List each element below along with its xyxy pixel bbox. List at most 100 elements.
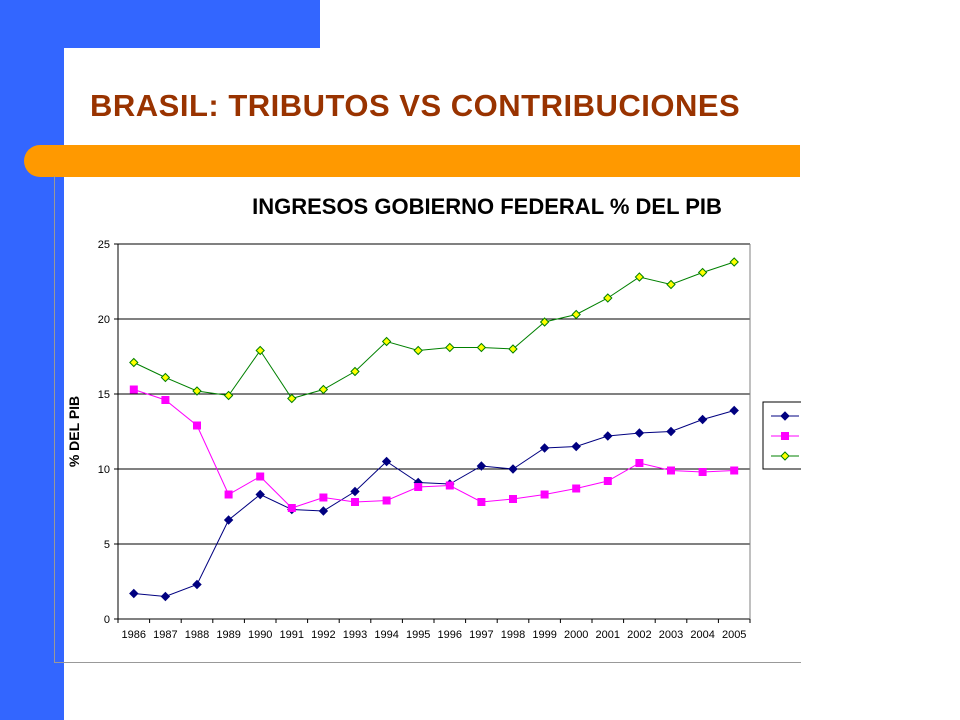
data-point — [571, 309, 581, 320]
data-point — [603, 293, 613, 303]
data-point — [445, 481, 454, 490]
data-point — [223, 515, 234, 525]
top-blue-band — [0, 0, 320, 48]
data-point — [224, 490, 233, 499]
x-tick-label: 1998 — [501, 629, 525, 641]
data-point — [256, 472, 265, 481]
data-point — [319, 493, 328, 502]
x-tick-label: 2004 — [690, 629, 714, 641]
legend-item: total — [771, 451, 799, 461]
y-tick-label: 0 — [104, 614, 110, 626]
x-tick-label: 1997 — [469, 629, 493, 641]
data-point — [634, 272, 645, 282]
data-point — [445, 342, 455, 353]
data-point — [540, 490, 549, 499]
y-tick-label: 20 — [98, 314, 110, 326]
x-tick-label: 1995 — [406, 629, 430, 641]
data-point — [350, 366, 360, 377]
data-point — [318, 384, 329, 395]
x-tick-label: 1993 — [343, 629, 367, 641]
data-point — [635, 459, 644, 467]
x-tick-label: 2003 — [659, 629, 683, 641]
series-line — [133, 410, 735, 598]
y-tick-label: 25 — [98, 239, 110, 251]
x-tick-label: 2000 — [564, 629, 588, 641]
data-point — [508, 464, 518, 474]
data-point — [381, 336, 392, 347]
data-point — [351, 498, 359, 506]
x-tick-label: 1986 — [122, 629, 146, 641]
data-point — [667, 466, 675, 475]
data-point — [192, 386, 202, 396]
series-line — [133, 261, 735, 400]
data-point — [193, 421, 201, 430]
data-point — [129, 588, 139, 599]
legend-marker — [780, 451, 790, 461]
series-lines — [129, 257, 739, 602]
line-chart: INGRESOS GOBIERNO FEDERAL % DEL PIB % DE… — [66, 194, 801, 641]
data-point — [160, 372, 171, 383]
chart-title: INGRESOS GOBIERNO FEDERAL % DEL PIB — [252, 194, 722, 219]
slide-title: BRASIL: TRIBUTOS VS CONTRIBUCIONES — [90, 88, 741, 123]
data-point — [729, 405, 739, 416]
series-contribuiciones — [129, 405, 739, 602]
data-point — [603, 431, 613, 441]
data-point — [508, 344, 518, 354]
x-tick-label: 1989 — [216, 629, 240, 641]
data-point — [539, 443, 550, 453]
x-tick-label: 1990 — [248, 629, 272, 641]
data-point — [382, 496, 391, 505]
data-point — [571, 441, 581, 452]
legend-item: contribuiciones — [771, 411, 799, 421]
data-point — [129, 385, 138, 394]
data-point — [509, 495, 517, 503]
legend-marker — [780, 411, 790, 421]
y-tick-label: 10 — [98, 464, 110, 476]
data-point — [666, 279, 676, 290]
data-point — [381, 456, 392, 467]
data-point — [476, 461, 487, 471]
data-point — [697, 267, 708, 278]
data-point — [414, 483, 423, 491]
axes: 0 5 10 15 20 25 1986 1987 1988 1989 1990 1991 1992 19… — [98, 239, 751, 641]
orange-accent-bar — [24, 145, 800, 177]
data-point — [318, 506, 329, 516]
legend-marker — [781, 432, 789, 440]
data-point — [634, 428, 645, 438]
data-point — [730, 466, 739, 475]
data-point — [287, 393, 297, 404]
y-tick-label: 5 — [104, 539, 110, 551]
y-tick-label: 15 — [98, 389, 110, 401]
data-point — [666, 426, 676, 437]
legend: contribuiciones impuestos total — [762, 401, 801, 470]
x-tick-label: 1999 — [532, 629, 556, 641]
data-point — [129, 357, 139, 368]
x-tick-label: 1991 — [280, 629, 304, 641]
data-point — [697, 414, 708, 425]
x-tick-label: 2002 — [627, 629, 651, 641]
data-point — [698, 468, 707, 476]
left-blue-band — [0, 0, 64, 720]
data-point — [729, 257, 739, 267]
x-tick-label: 1992 — [311, 629, 335, 641]
data-point — [192, 579, 202, 590]
x-tick-label: 2001 — [596, 629, 620, 641]
data-point — [255, 345, 265, 356]
x-tick-label: 1988 — [185, 629, 209, 641]
data-point — [572, 484, 581, 493]
data-point — [161, 396, 170, 404]
data-point — [255, 489, 265, 500]
data-point — [603, 477, 612, 485]
data-point — [350, 486, 360, 497]
series-total — [129, 257, 739, 404]
data-point — [539, 317, 550, 327]
data-point — [476, 342, 487, 353]
gridlines — [118, 243, 750, 545]
x-tick-label: 1996 — [438, 629, 462, 641]
data-point — [413, 345, 423, 356]
x-tick-label: 1994 — [374, 629, 398, 641]
x-tick-label: 2005 — [722, 629, 746, 641]
data-point — [160, 591, 171, 602]
data-point — [287, 504, 296, 512]
legend-item: impuestos — [771, 432, 799, 440]
